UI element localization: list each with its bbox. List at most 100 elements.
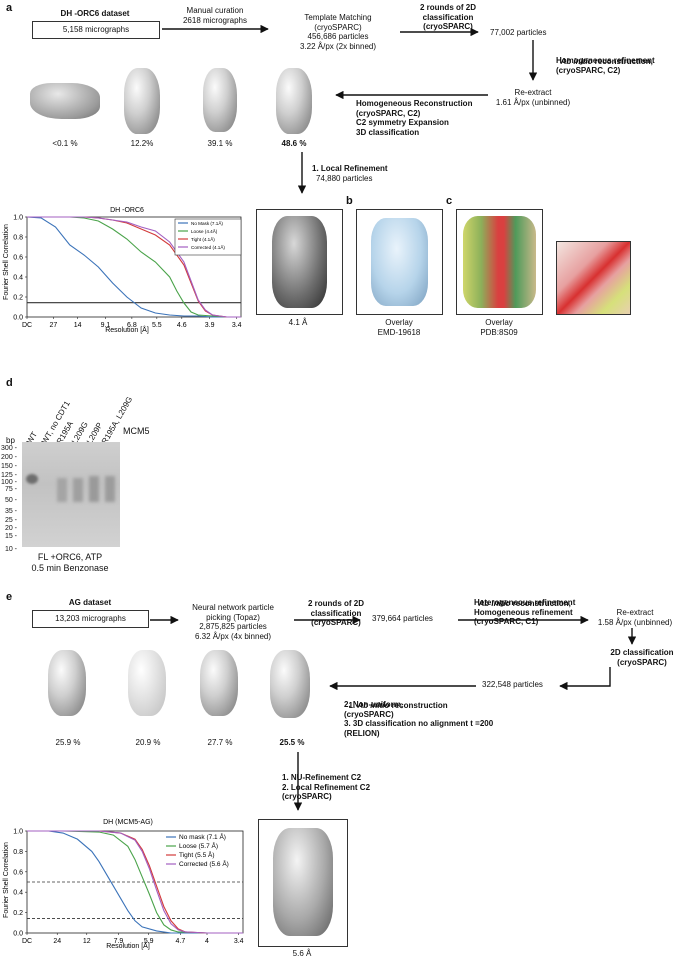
panel-label-a: a <box>6 2 13 14</box>
gel-smear-2 <box>73 478 83 502</box>
x-tick-label: DC <box>22 322 32 329</box>
x-tick-label: 5.9 <box>144 938 154 945</box>
lane-label-6: R195A, L209G <box>100 395 135 446</box>
ladder-mark: 25 - <box>4 517 17 524</box>
homog-recon-text: Homogeneous Reconstruction (cryoSPARC, C… <box>356 99 473 137</box>
panel-label-d: d <box>6 377 13 389</box>
e-ab-initio-lines: Heterogeneous refinement Homogeneous ref… <box>474 598 576 626</box>
panel-label-e: e <box>6 591 13 603</box>
ab-initio-rest: reconstruction, <box>592 56 653 66</box>
gel-caption: FL +ORC6, ATP 0.5 min Benzonase <box>31 552 109 573</box>
step-2d-text: 2 rounds of 2D classification (cryoSPARC… <box>419 3 476 31</box>
y-tick-label: 0.8 <box>13 849 23 856</box>
map-box-a <box>256 209 343 315</box>
x-tick-label: 12 <box>83 938 91 945</box>
y-tick-label: 0.6 <box>13 869 23 876</box>
x-tick-label: 9.1 <box>101 322 111 329</box>
e-map-res: 5.6 Å <box>292 949 312 958</box>
x-tick-label: DC <box>22 938 32 945</box>
zoom-box-c <box>556 241 631 315</box>
x-tick-label: 5.5 <box>152 322 162 329</box>
e-class-map-4 <box>270 650 310 718</box>
nu-refine-text: 1. NU-Refinement C2 2. Local Refinement … <box>282 773 371 801</box>
dataset-title: DH -ORC6 dataset <box>60 9 130 18</box>
e-ab-initio-rest: reconstruction, <box>510 598 571 608</box>
gel-protein-label: MCM5 <box>123 426 150 436</box>
e-class-pct-2: 20.9 % <box>135 738 161 747</box>
density-map-b <box>371 218 428 306</box>
class-map-1 <box>30 83 100 119</box>
y-tick-label: 0.2 <box>13 910 23 917</box>
y-tick-label: 0.4 <box>13 890 23 897</box>
series-line <box>27 830 243 934</box>
e-steps-l1-post: reconstruction <box>389 700 448 710</box>
chart1-ylabel: Fourier Shell Correlation <box>3 224 10 300</box>
e-map-box <box>258 819 348 947</box>
y-tick-label: 0.0 <box>13 931 23 938</box>
chart1-xlabel: Resolution [Å] <box>105 325 149 334</box>
fsc-chart-dh-orc6: DH -ORC6 Fourier Shell Correlation Resol… <box>3 207 242 334</box>
e-steps-l1-em: Ab initio <box>357 700 390 710</box>
fsc-chart-dh-mcm5-ag: DH (MCM5-AG) Fourier Shell Correlation R… <box>3 819 244 950</box>
y-tick-label: 0.8 <box>13 235 23 242</box>
x-tick-label: 4.7 <box>175 938 185 945</box>
local-refinement-text: 1. Local Refinement <box>312 164 388 173</box>
ladder-mark: 10 - <box>4 546 17 553</box>
class-pct-3: 39.1 % <box>207 139 233 148</box>
x-tick-label: 24 <box>53 938 61 945</box>
e-steps-l1-pre: 1. <box>348 700 358 710</box>
e-class-map-2 <box>128 650 166 716</box>
bp-label: bp <box>6 436 15 445</box>
chart2-xlabel: Resolution [Å] <box>106 941 150 950</box>
x-tick-label: 4 <box>205 938 209 945</box>
ag-dataset-title: AG dataset <box>68 598 112 607</box>
legend-label: Corrected (4.1Å) <box>191 244 225 250</box>
y-tick-label: 0.6 <box>13 255 23 262</box>
caption-b: Overlay EMD-19618 <box>377 318 421 337</box>
ab-initio-lines: Homogeneous refinement (cryoSPARC, C2) <box>556 56 655 75</box>
y-tick-label: 1.0 <box>13 829 23 836</box>
series-line <box>27 830 243 934</box>
gel-smear-3 <box>89 476 99 502</box>
x-tick-label: 3.4 <box>234 938 244 945</box>
e-class-pct-3: 27.7 % <box>207 738 233 747</box>
legend-label: Tight (5.5 Å) <box>179 850 215 859</box>
caption-c: Overlay PDB:8S09 <box>480 318 518 337</box>
e-ab-initio-em: Ab initio <box>478 598 511 608</box>
ladder-mark: 200 - <box>1 454 17 461</box>
e-reextract-text: Re-extract 1.58 Å/px (unbinned) <box>597 608 673 627</box>
y-tick-label: 1.0 <box>13 215 23 222</box>
legend-label: Corrected (5.6 Å) <box>179 859 229 868</box>
y-tick-label: 0.2 <box>13 295 23 302</box>
ladder-mark: 15 - <box>4 533 17 540</box>
e-ab-initio-text: Ab initio reconstruction, <box>474 589 571 608</box>
manual-curation-text: Manual curation 2618 micrographs <box>182 6 248 25</box>
e-steps-rest: 2. Non-uniform, (cryoSPARC) 3. 3D classi… <box>344 700 494 738</box>
map-box-b <box>356 209 443 315</box>
density-map-c <box>463 216 536 308</box>
map-res-a: 4.1 Å <box>288 318 308 327</box>
x-tick-label: 3.4 <box>232 322 242 329</box>
gel-smear-4 <box>105 476 115 502</box>
chart1-plot-area: 0.0 0.2 0.4 0.6 0.8 1.0 DC 27 14 9.1 6.8 5.5 4.6 3.9 3… <box>13 215 241 330</box>
class-pct-2: 12.2% <box>130 139 154 148</box>
particles-379k: 379,664 particles <box>372 614 433 623</box>
chart2-plot-area: 0.0 0.2 0.4 0.6 0.8 1.0 DC 24 12 7.9 5.9 4.7 4 3.4 No … <box>13 829 243 946</box>
e-class-pct-1: 25.9 % <box>55 738 81 747</box>
gel-smear-1 <box>57 478 67 502</box>
ladder-mark: 20 - <box>4 525 17 532</box>
class-pct-1: <0.1 % <box>52 139 78 148</box>
chart2-title: DH (MCM5-AG) <box>103 819 153 826</box>
gel-band-wt <box>26 474 38 484</box>
legend-box <box>174 218 242 256</box>
x-tick-label: 7.9 <box>114 938 124 945</box>
x-tick-label: 4.6 <box>177 322 187 329</box>
legend-label: Loose (5.7 Å) <box>179 841 218 850</box>
particles-322k: 322,548 particles <box>482 680 543 689</box>
ladder-mark: 35 - <box>4 508 17 515</box>
class-map-2 <box>124 68 160 134</box>
series-line <box>27 830 243 934</box>
arrow-e5 <box>559 667 611 691</box>
e-step-2d-text: 2 rounds of 2D classification (cryoSPARC… <box>307 599 364 627</box>
e-class-map-1 <box>48 650 86 716</box>
